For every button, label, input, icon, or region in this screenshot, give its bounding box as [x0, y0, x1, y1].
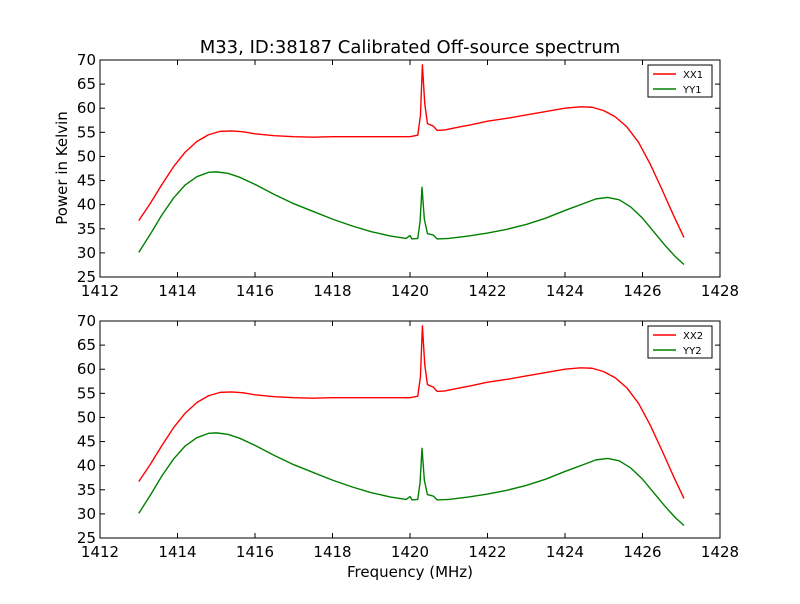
chart-title: M33, ID:38187 Calibrated Off-source spec…	[200, 37, 621, 58]
x-tick-label: 1418	[313, 543, 351, 561]
y-tick-label: 30	[77, 244, 96, 262]
x-tick-label: 1422	[468, 282, 506, 300]
x-tick-label: 1412	[81, 282, 119, 300]
y-tick-label: 55	[77, 384, 96, 402]
top-panel: 1412 1414 1416 1418 1420 1422 1424 1426 1428 25 30…	[77, 51, 739, 300]
x-tick-label: 1420	[391, 543, 429, 561]
legend-label-yy1: YY1	[682, 85, 702, 96]
x-tick-label: 1428	[701, 282, 739, 300]
y-tick-label: 40	[77, 196, 96, 214]
x-tick-label: 1426	[623, 282, 661, 300]
legend-box	[647, 64, 713, 98]
legend-box	[647, 325, 713, 359]
legend-label-xx1: XX1	[683, 70, 703, 81]
y-tick-label: 65	[77, 336, 96, 354]
y-tick-label: 30	[77, 505, 96, 523]
x-tick-label: 1414	[158, 282, 196, 300]
y-tick-label: 40	[77, 457, 96, 475]
y-tick-label: 60	[77, 99, 96, 117]
series-line-yy1	[138, 171, 685, 265]
y-tick-label: 70	[77, 312, 96, 330]
y-tick-label: 45	[77, 172, 96, 190]
y-tick-label: 60	[77, 360, 96, 378]
y-tick-label: 65	[77, 75, 96, 93]
y-tick-label: 25	[77, 529, 96, 547]
x-tick-label: 1424	[546, 543, 584, 561]
x-tick-label: 1424	[546, 282, 584, 300]
series-line-xx2	[138, 325, 685, 499]
y-tick-label: 35	[77, 481, 96, 499]
x-tick-label: 1426	[623, 543, 661, 561]
y-tick-label: 25	[77, 268, 96, 286]
x-tick-label: 1414	[158, 543, 196, 561]
series-line-yy2	[138, 432, 685, 526]
x-tick-label: 1428	[701, 543, 739, 561]
x-tick-label: 1416	[236, 543, 274, 561]
y-tick-label: 35	[77, 220, 96, 238]
x-tick-label: 1412	[81, 543, 119, 561]
y-tick-label: 70	[77, 51, 96, 69]
x-axis-label: Frequency (MHz)	[347, 563, 473, 581]
series-line-xx1	[138, 64, 685, 238]
y-tick-label: 45	[77, 433, 96, 451]
y-tick-label: 55	[77, 123, 96, 141]
x-tick-label: 1418	[313, 282, 351, 300]
y-tick-label: 50	[77, 147, 96, 165]
x-tick-label: 1420	[391, 282, 429, 300]
legend-label-yy2: YY2	[682, 346, 702, 357]
y-tick-label: 50	[77, 408, 96, 426]
x-tick-label: 1416	[236, 282, 274, 300]
legend-label-xx2: XX2	[683, 331, 703, 342]
x-tick-label: 1422	[468, 543, 506, 561]
bottom-panel: 1412 1414 1416 1418 1420 1422 1424 1426 1428 25 30…	[77, 312, 739, 561]
y-axis-label: Power in Kelvin	[53, 111, 71, 225]
